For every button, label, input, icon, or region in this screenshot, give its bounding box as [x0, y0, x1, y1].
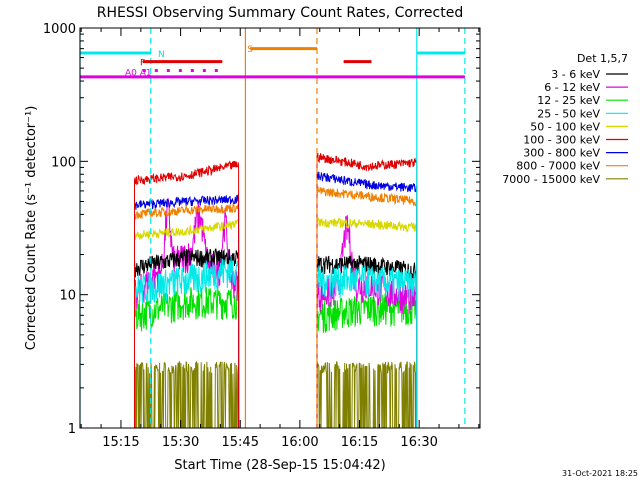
- legend-label: 300 - 800 keV: [523, 147, 600, 160]
- x-tick-label: 15:30: [162, 435, 199, 450]
- series-50-100-keV-line: [316, 217, 418, 428]
- y-axis-label: Corrected Count Rate (s⁻¹ detector⁻¹): [24, 106, 39, 351]
- legend-label: 6 - 12 keV: [544, 81, 600, 94]
- series-100-300-keV-line: [134, 160, 240, 428]
- legend-label: 100 - 300 keV: [523, 134, 600, 147]
- legend-label: 12 - 25 keV: [537, 94, 600, 107]
- x-axis-label: Start Time (28-Sep-15 15:04:42): [174, 458, 385, 473]
- legend-label: 50 - 100 keV: [530, 120, 600, 133]
- series-300-800-keV-line: [316, 171, 418, 428]
- legend-label: 800 - 7000 keV: [516, 160, 600, 173]
- series-3-6-keV-line: [134, 248, 240, 428]
- series-25-50-keV-line: [134, 255, 240, 428]
- x-tick-label: 15:45: [222, 435, 259, 450]
- flag-label-f: F: [140, 59, 145, 69]
- y-tick-label: 100: [51, 155, 76, 170]
- series-7000-15000-keV-line: [316, 361, 418, 429]
- series-50-100-keV-line: [134, 219, 240, 428]
- legend-title: Det 1,5,7: [577, 52, 628, 65]
- chart-title: RHESSI Observing Summary Count Rates, Co…: [97, 5, 463, 21]
- series-12-25-keV-line: [134, 287, 240, 428]
- y-tick-label: 10: [59, 289, 76, 304]
- legend-label: 7000 - 15000 keV: [502, 173, 600, 186]
- series-800-7000-keV-line: [134, 203, 240, 428]
- flag-label-s: S: [247, 45, 253, 55]
- y-tick-label: 1: [68, 422, 76, 437]
- flag-label-a0: A0: [125, 69, 137, 79]
- legend-label: 25 - 50 keV: [537, 107, 600, 120]
- flag-label-a1: A1: [140, 69, 152, 79]
- timestamp: 31-Oct-2021 18:25: [562, 469, 638, 478]
- series-7000-15000-keV-line: [134, 360, 240, 429]
- flag-label-n: N: [158, 50, 165, 60]
- series-800-7000-keV-line: [316, 186, 418, 428]
- x-tick-label: 16:30: [400, 435, 437, 450]
- legend-label: 3 - 6 keV: [551, 68, 600, 81]
- x-tick-label: 15:15: [102, 435, 139, 450]
- x-tick-label: 16:15: [341, 435, 378, 450]
- series-100-300-keV-line: [316, 152, 418, 428]
- series-25-50-keV-line: [316, 264, 418, 428]
- series-300-800-keV-line: [134, 192, 240, 428]
- plot-layer: N F S A0 A1: [79, 28, 466, 429]
- y-tick-label: 1000: [43, 22, 76, 37]
- axes-layer: 1 10 100 1000 15:15 15:30 15:45 16:00 16:15 16:30: [43, 22, 481, 450]
- x-tick-label: 16:00: [281, 435, 318, 450]
